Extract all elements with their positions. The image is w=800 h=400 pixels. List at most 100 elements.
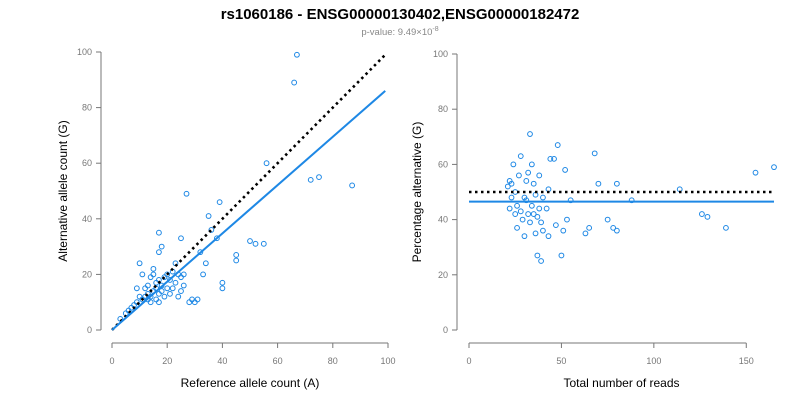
data-point — [723, 224, 729, 231]
data-point — [142, 285, 149, 292]
fit-line — [111, 90, 386, 331]
data-point — [543, 205, 550, 212]
data-point — [172, 279, 179, 286]
data-point — [156, 229, 162, 236]
y-tick-label: 100 — [77, 47, 92, 57]
data-point — [183, 190, 190, 197]
x-tick-label: 40 — [217, 356, 227, 366]
data-point — [247, 238, 253, 244]
data-point — [523, 178, 530, 184]
data-point — [530, 211, 537, 217]
data-point — [178, 274, 184, 281]
data-point — [175, 293, 182, 300]
data-point — [156, 299, 162, 306]
y-tick-label: 80 — [82, 103, 92, 113]
data-point — [263, 160, 270, 167]
data-point — [186, 299, 193, 306]
data-point — [139, 271, 146, 278]
data-point — [516, 172, 522, 179]
data-point — [547, 155, 554, 162]
x-tick-label: 100 — [380, 356, 395, 366]
x-tick-label: 80 — [328, 356, 338, 366]
data-point — [551, 155, 557, 162]
data-point — [514, 224, 520, 231]
data-point — [519, 216, 526, 223]
data-point — [233, 257, 240, 264]
y-tick-label: 20 — [82, 269, 92, 279]
data-point — [147, 299, 154, 306]
data-point — [534, 252, 541, 259]
p-value-exponent: -8 — [432, 26, 438, 33]
data-point — [208, 227, 215, 233]
data-point — [564, 216, 570, 223]
data-point — [536, 205, 543, 212]
data-point — [508, 180, 515, 187]
data-point — [219, 279, 226, 286]
data-point — [178, 235, 184, 242]
data-point — [506, 205, 513, 212]
data-point — [567, 197, 574, 204]
data-point — [582, 230, 589, 237]
data-point — [560, 227, 567, 234]
data-point — [528, 202, 535, 209]
data-point — [771, 164, 777, 171]
data-point — [514, 202, 520, 209]
data-point — [523, 197, 530, 204]
data-point — [517, 208, 524, 215]
data-point — [527, 219, 533, 226]
data-point — [164, 271, 171, 278]
data-point — [527, 131, 533, 137]
data-point — [349, 182, 356, 189]
data-point — [521, 233, 528, 240]
data-point — [307, 176, 314, 183]
data-point — [294, 51, 300, 58]
data-point — [517, 153, 524, 160]
y-tick-label: 60 — [82, 158, 92, 168]
data-point — [205, 213, 212, 219]
data-point — [512, 189, 519, 195]
data-point — [699, 211, 705, 217]
y-tick-label: 40 — [438, 215, 448, 225]
data-point — [558, 252, 565, 259]
data-point — [613, 180, 620, 187]
data-point — [147, 274, 154, 281]
data-point — [508, 194, 515, 201]
x-axis-label: Total number of reads — [563, 376, 679, 390]
x-tick-label: 0 — [466, 356, 471, 366]
chart-title: rs1060186 - ENSG00000130402,ENSG00000182… — [221, 6, 580, 23]
data-point — [528, 161, 535, 168]
data-point — [136, 293, 143, 300]
data-point — [167, 290, 173, 297]
data-point — [156, 290, 162, 297]
data-point — [610, 224, 617, 231]
data-point — [316, 174, 322, 181]
x-tick-label: 0 — [109, 356, 114, 366]
data-point — [538, 219, 544, 226]
x-tick-label: 150 — [739, 356, 754, 366]
data-point — [512, 211, 519, 217]
y-axis-label: Alternative allele count (G) — [56, 120, 70, 261]
data-point — [189, 296, 195, 303]
data-point — [219, 285, 226, 292]
y-tick-label: 100 — [433, 49, 448, 59]
data-point — [233, 252, 240, 258]
data-point — [545, 233, 552, 240]
x-tick-label: 20 — [162, 356, 172, 366]
data-point — [510, 161, 517, 168]
data-point — [202, 260, 209, 267]
p-value-label: p-value: 9.49×10 — [361, 27, 432, 38]
panel-percentage-alternative: 0 50 100 150 0 20 40 60 80 100 Total number of rea… — [410, 49, 777, 390]
y-tick-label: 80 — [438, 104, 448, 114]
data-point — [180, 271, 187, 278]
y-tick-label: 20 — [438, 270, 448, 280]
data-point — [552, 222, 559, 229]
data-point — [532, 230, 539, 237]
data-point — [260, 240, 267, 247]
data-point — [180, 282, 187, 289]
y-tick-label: 0 — [87, 325, 92, 335]
data-point — [164, 285, 171, 292]
data-point — [613, 227, 620, 234]
data-point — [144, 282, 151, 289]
data-point — [156, 249, 162, 256]
